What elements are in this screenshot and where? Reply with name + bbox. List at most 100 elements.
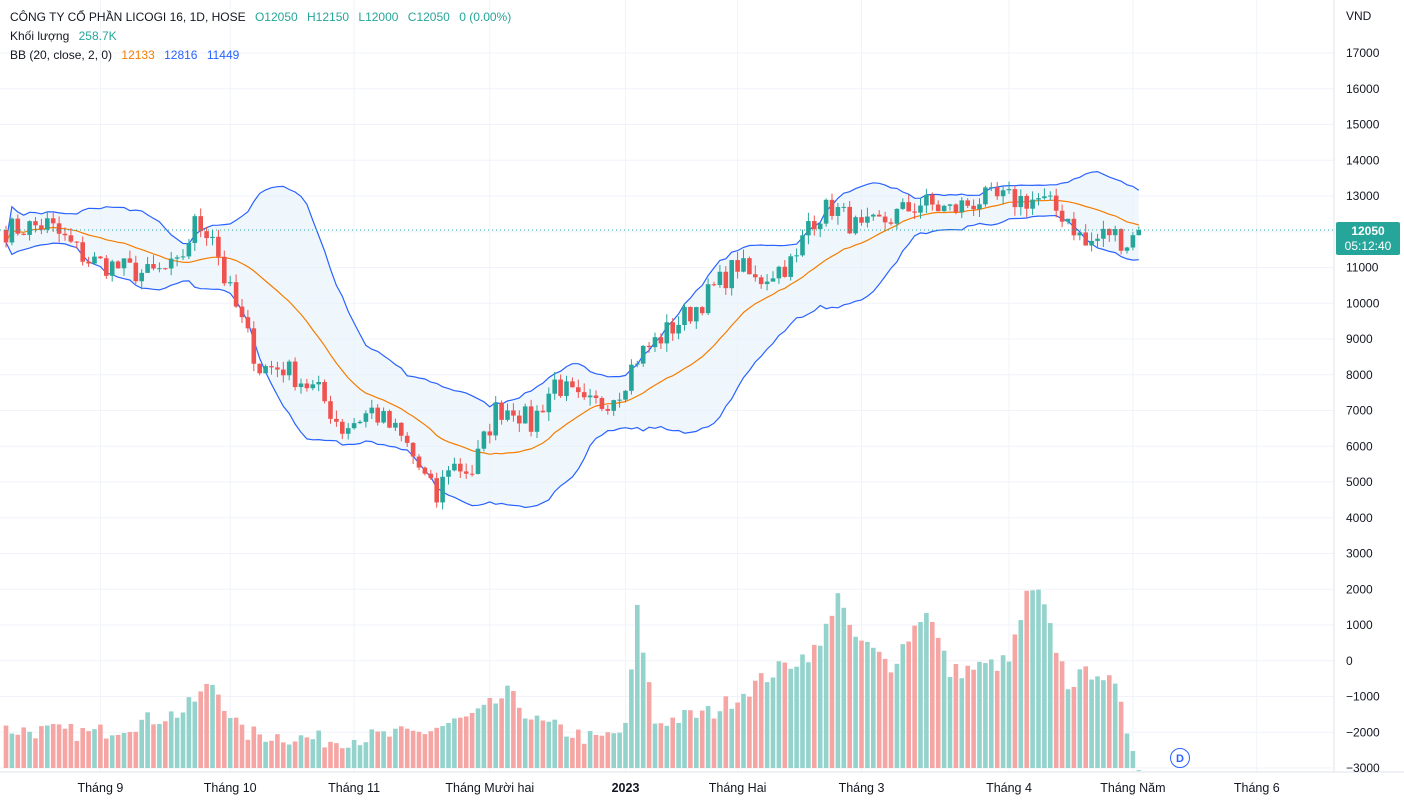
x-tick-label: Tháng 3 (839, 781, 885, 795)
volume-bar (1112, 683, 1118, 768)
candle-body (593, 395, 599, 399)
volume-bar (652, 723, 658, 768)
candle-body (705, 284, 711, 314)
candle-body (994, 187, 1000, 197)
candle-body (924, 194, 929, 206)
volume-bar (381, 731, 386, 768)
volume-bar (245, 739, 251, 768)
currency-label: VND (1346, 9, 1372, 23)
symbol-title[interactable]: CÔNG TY CỔ PHẦN LICOGI 16, 1D, HOSE (10, 10, 246, 24)
volume-bar (971, 669, 976, 768)
volume-bar (646, 682, 652, 768)
candle-body (576, 387, 581, 393)
volume-bar (829, 615, 835, 768)
candle-body (310, 384, 316, 389)
volume-bar (328, 741, 333, 768)
candle-body (552, 379, 557, 394)
volume-bar (723, 696, 729, 768)
volume-bar (92, 729, 97, 768)
candle-body (499, 402, 504, 420)
volume-bar (440, 726, 445, 768)
volume-bar (133, 731, 139, 768)
volume-bar (587, 731, 593, 768)
volume-bar (924, 612, 929, 768)
volume-bar (599, 735, 605, 768)
candle-body (546, 393, 552, 413)
volume-bar (434, 727, 439, 768)
candle-body (882, 216, 888, 223)
volume-bar (906, 641, 911, 768)
volume-bar (404, 728, 410, 768)
volume-bar (281, 742, 286, 768)
candle-body (1018, 195, 1024, 208)
volume-bar (782, 662, 788, 768)
candle-body (463, 471, 469, 474)
candle-body (27, 221, 32, 235)
candle-body (1059, 210, 1065, 222)
candle-body (894, 208, 900, 224)
legend-bb-row[interactable]: BB (20, close, 2, 0) 12133 12816 11449 (10, 46, 511, 65)
candle-body (876, 214, 882, 217)
volume-bar (239, 724, 245, 768)
candle-body (517, 415, 522, 424)
y-tick-label: −1000 (1346, 690, 1380, 704)
candle-body (151, 264, 156, 269)
candle-body (664, 322, 670, 344)
candle-body (865, 216, 870, 223)
volume-label: Khối lượng (10, 29, 70, 43)
candle-body (180, 256, 186, 258)
volume-bar (1107, 675, 1112, 768)
candle-body (694, 307, 699, 322)
candle-body (570, 381, 575, 388)
volume-bar (564, 736, 569, 768)
candle-body (900, 202, 906, 209)
candle-body (157, 268, 162, 270)
candle-body (222, 256, 227, 284)
volume-bar (322, 747, 327, 768)
volume-bar (257, 734, 262, 768)
volume-bar (994, 670, 1000, 768)
candle-body (127, 258, 133, 263)
volume-value: 258.7K (78, 29, 117, 43)
candle-body (404, 435, 410, 443)
bb-band-area (6, 171, 1139, 508)
y-tick-label: 11000 (1346, 261, 1379, 275)
candle-body (39, 225, 44, 230)
volume-bar (699, 710, 705, 768)
volume-bar (505, 685, 510, 768)
volume-bar (1130, 751, 1136, 768)
candle-body (92, 256, 97, 264)
volume-bar (198, 691, 203, 768)
volume-bar (80, 727, 85, 768)
volume-bar (983, 663, 988, 768)
candle-body (699, 307, 705, 314)
candle-body (646, 345, 652, 348)
volume-bar (151, 724, 156, 768)
candle-body (68, 235, 74, 242)
candle-body (1053, 195, 1059, 211)
volume-bar (835, 593, 841, 768)
volume-bar (298, 735, 304, 768)
volume-bar (876, 651, 882, 768)
candle-body (617, 399, 622, 401)
candle-body (481, 431, 487, 449)
candle-body (906, 202, 911, 212)
candle-body (204, 231, 209, 239)
candle-body (983, 187, 988, 205)
volume-bar (86, 731, 91, 768)
volume-bar (410, 730, 416, 768)
volume-bar (27, 731, 32, 768)
candle-body (369, 407, 375, 414)
legend-volume-row[interactable]: Khối lượng 258.7K (10, 27, 511, 46)
candle-body (357, 421, 363, 424)
y-tick-label: 15000 (1346, 118, 1380, 132)
volume-bar (593, 734, 599, 768)
dividend-event-icon[interactable]: D (1170, 748, 1190, 768)
candle-body (640, 345, 646, 364)
volume-bar (1101, 680, 1106, 768)
volume-bar (192, 701, 198, 768)
volume-bar (1059, 661, 1065, 768)
volume-bar (275, 734, 280, 768)
candle-body (711, 284, 717, 286)
